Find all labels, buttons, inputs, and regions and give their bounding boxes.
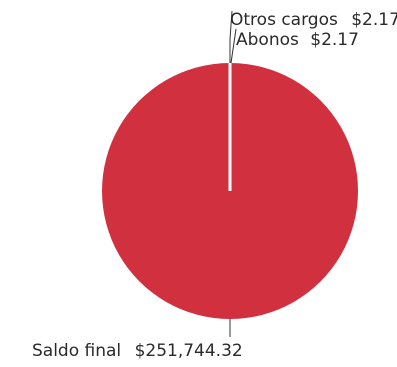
data-label-abonos: Abonos $2.17: [236, 30, 359, 50]
label-otros-cargos-value: $2.17: [351, 10, 397, 30]
data-label-otros-cargos: Otros cargos $2.17: [230, 10, 397, 30]
label-saldo-final-name: Saldo final: [32, 341, 121, 361]
label-otros-cargos-name: Otros cargos: [230, 10, 338, 30]
label-abonos-value: $2.17: [310, 30, 359, 50]
pie-slices: [102, 63, 358, 319]
label-abonos-name: Abonos: [236, 30, 299, 50]
data-label-saldo-final: Saldo final $251,744.32: [32, 341, 243, 361]
label-saldo-final-value: $251,744.32: [135, 341, 243, 361]
